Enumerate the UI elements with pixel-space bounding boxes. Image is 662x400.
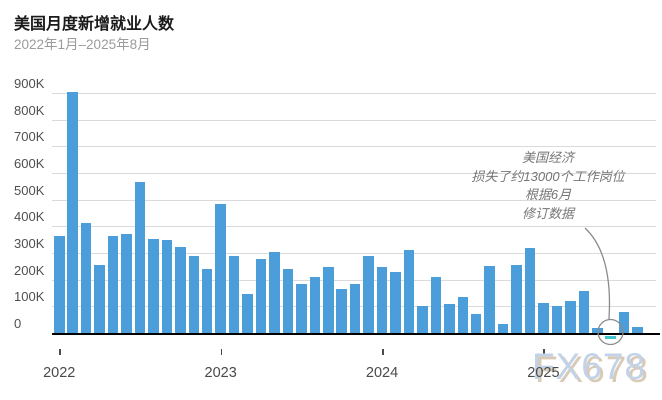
bar-2022-10 <box>175 246 186 333</box>
bar-2023-07 <box>296 283 307 333</box>
bar-2024-05 <box>430 276 442 333</box>
bar-2025-03 <box>565 300 576 333</box>
bar-2023-01 <box>215 204 226 333</box>
x-axis-label-2024: 2024 <box>365 365 399 381</box>
y-axis-label-600k: 600K <box>14 155 45 171</box>
fx678-watermark: FX678 <box>532 346 647 387</box>
bar-2024-10 <box>497 323 509 333</box>
x-axis-label-2023: 2023 <box>204 365 237 381</box>
x-axis-tick-2024 <box>382 349 384 355</box>
gridline-200k <box>52 279 656 281</box>
bar-2022-07 <box>134 181 146 333</box>
bar-2024-04 <box>417 306 428 333</box>
bar-2023-12 <box>363 255 374 333</box>
bar-2025-05 <box>592 327 603 333</box>
bar-2024-09 <box>484 266 495 333</box>
y-axis-label-300k: 300K <box>14 235 45 251</box>
bar-2025-08 <box>632 327 643 333</box>
annotation-line-2: 损失了约13000个工作岗位 <box>471 168 625 184</box>
bar-2023-03 <box>242 294 253 333</box>
bar-2022-01 <box>54 235 65 333</box>
bar-2025-04 <box>578 290 590 333</box>
bar-2023-02 <box>228 256 240 333</box>
bar-2023-06 <box>282 268 294 333</box>
bar-2024-08 <box>470 314 482 333</box>
gridline-700k <box>52 146 656 148</box>
bar-2023-11 <box>349 284 361 333</box>
bar-2022-05 <box>107 235 119 333</box>
gridline-500k <box>52 199 656 201</box>
y-axis-label-800k: 800K <box>14 102 45 118</box>
gridline-300k <box>52 252 656 254</box>
bar-2022-09 <box>161 239 173 333</box>
annotation-line-3: 根据6月 <box>524 187 572 202</box>
y-axis-label-500k: 500K <box>14 182 45 198</box>
bar-2023-04 <box>255 258 267 333</box>
gridline-900k <box>52 92 656 94</box>
bar-2024-01 <box>376 267 388 333</box>
bar-2022-12 <box>201 269 213 333</box>
bar-2024-06 <box>444 303 455 333</box>
bar-2022-06 <box>121 234 132 333</box>
x-axis-tick-2025 <box>543 349 545 355</box>
annotation-line-4: 修订数据 <box>521 205 574 221</box>
bar-2023-10 <box>336 288 347 333</box>
x-axis-tick-2022 <box>59 349 61 355</box>
chart-annotation: 美国经济 损失了约13000个工作岗位 根据6月 修订数据 <box>448 149 648 223</box>
chart-subtitle: 2022年1月–2025年8月 <box>14 37 151 52</box>
x-axis-label-2022: 2022 <box>43 365 76 381</box>
bar-2022-08 <box>148 239 159 333</box>
x-axis-zero-line <box>52 333 660 335</box>
gridline-400k <box>52 226 656 228</box>
gridline-800k <box>52 119 656 121</box>
y-axis-label-200k: 200K <box>14 262 45 278</box>
bar-2025-01 <box>538 303 549 333</box>
gridline-600k <box>52 172 656 174</box>
y-axis-label-400k: 400K <box>14 209 45 225</box>
y-axis-label-100k: 100K <box>14 289 45 305</box>
bar-2023-08 <box>309 276 321 333</box>
bar-2024-03 <box>403 250 415 333</box>
bar-2022-02 <box>67 91 78 333</box>
bar-2024-12 <box>524 247 536 333</box>
y-axis-label-900k: 900K <box>14 75 45 91</box>
bar-2022-04 <box>94 265 105 333</box>
bar-2025-02 <box>551 305 563 333</box>
bar-2025-06 <box>605 335 616 339</box>
x-axis-tick-2023 <box>220 349 223 355</box>
bar-2023-05 <box>269 252 280 333</box>
bar-2024-11 <box>511 264 522 333</box>
bar-2023-09 <box>323 267 334 333</box>
bar-2024-02 <box>390 271 401 333</box>
bar-2022-11 <box>188 255 199 333</box>
bar-2025-07 <box>618 311 630 333</box>
bar-2024-07 <box>457 296 468 333</box>
y-axis-label-700k: 700K <box>14 129 45 145</box>
chart-title: 美国月度新增就业人数 <box>14 16 175 33</box>
annotation-line-1: 美国经济 <box>521 150 574 165</box>
bar-2022-03 <box>80 222 92 333</box>
y-axis-label-0: 0 <box>14 316 22 331</box>
x-axis-label-2025: 2025 <box>527 365 560 381</box>
